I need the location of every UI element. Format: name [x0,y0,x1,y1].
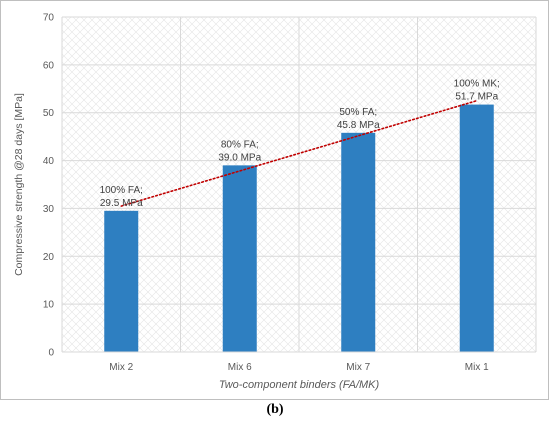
y-tick-label: 50 [43,108,55,119]
y-tick-label: 30 [43,204,55,215]
y-tick-label: 20 [43,252,55,263]
bar-mix-7 [341,132,376,352]
data-label-mix-2: 100% FA; 29.5 MPa [100,185,144,209]
x-tick-label: Mix 6 [228,362,252,373]
trendline [120,99,478,207]
x-tick-label: Mix 1 [465,362,489,373]
y-tick-label: 70 [43,13,55,24]
bar-mix-2 [104,210,139,352]
data-label-line: 100% FA; [100,185,143,196]
bar-mix-6 [222,165,257,352]
data-label-line: 50% FA; [339,107,377,118]
data-label-line: 51.7 MPa [455,92,498,103]
bar-chart: 100% FA; 29.5 MPa 80% FA; 39.0 MPa 50% FA; 45… [0,0,549,400]
data-label-mix-1: 100% MK; 51.7 MPa [454,79,500,103]
panel-label: (b) [266,402,284,417]
y-tick-label: 0 [48,348,54,359]
bar-mix-1 [459,104,494,352]
chart-frame: 100% FA; 29.5 MPa 80% FA; 39.0 MPa 50% FA; 45… [0,0,549,417]
x-tick-label: Mix 2 [109,362,133,373]
x-tick-label: Mix 7 [346,362,370,373]
y-tick-label: 40 [43,156,55,167]
y-tick-label: 60 [43,60,55,71]
data-label-mix-6: 80% FA; 39.0 MPa [218,139,261,163]
x-axis-title: Two-component binders (FA/MK) [219,379,380,391]
data-label-line: 39.0 MPa [218,152,261,163]
data-label-line: 45.8 MPa [337,120,380,131]
data-label-line: 29.5 MPa [100,198,143,209]
y-tick-label: 10 [43,300,55,311]
y-axis-title: Compressive strength @28 days [MPa] [13,93,25,276]
data-label-line: 80% FA; [221,139,259,150]
data-label-mix-7: 50% FA; 45.8 MPa [337,107,380,131]
data-label-line: 100% MK; [454,79,500,90]
